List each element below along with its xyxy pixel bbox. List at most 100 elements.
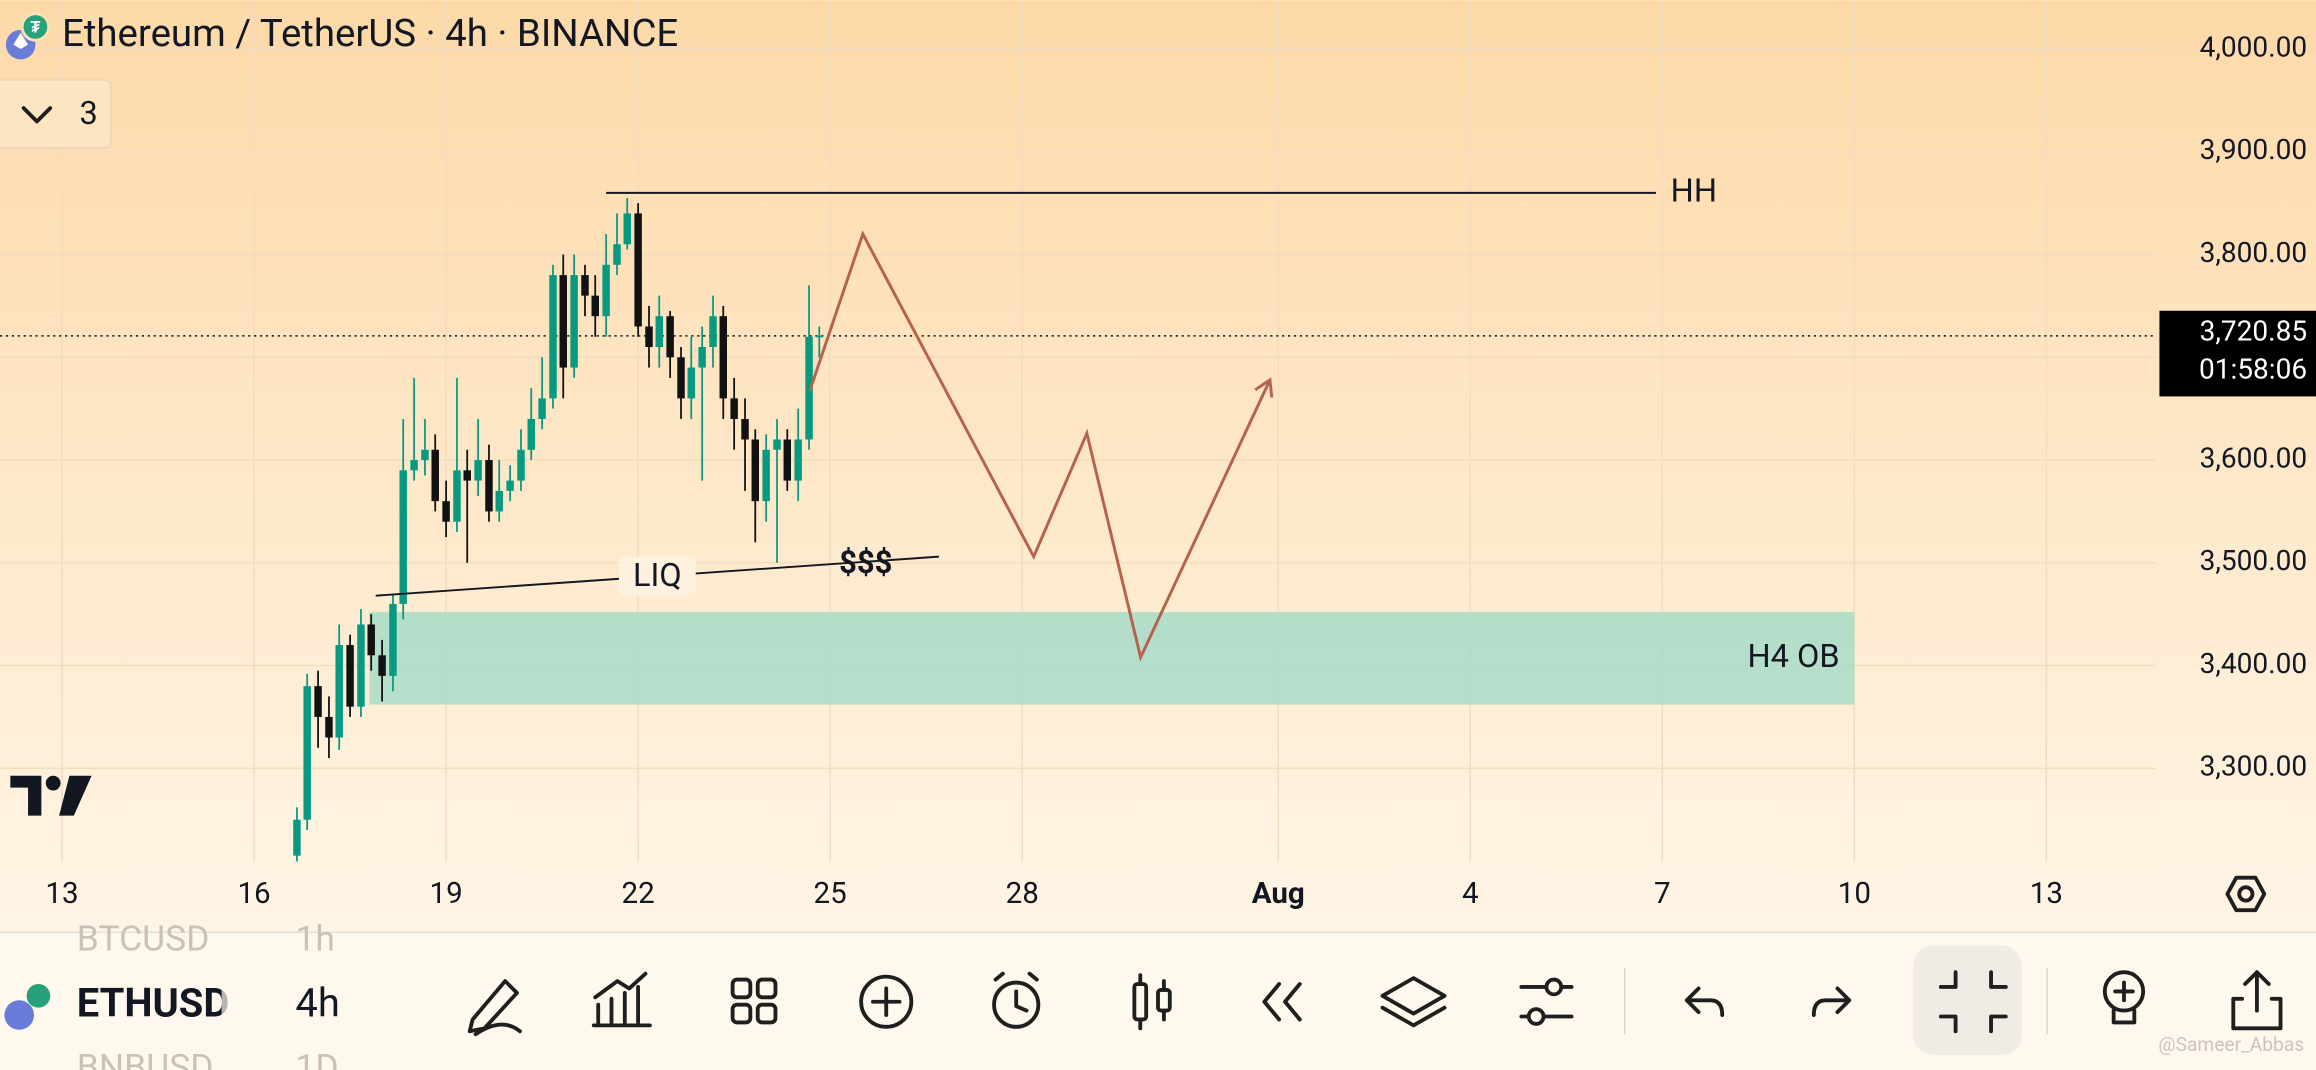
usdt-icon bbox=[20, 12, 51, 42]
candle-body bbox=[431, 449, 439, 502]
candle-body bbox=[805, 336, 813, 440]
y-tick-label: 3,500.00 bbox=[2200, 544, 2308, 577]
interval-current[interactable]: 4h bbox=[295, 980, 339, 1027]
settings-icon[interactable] bbox=[1519, 977, 1574, 1026]
candle-body bbox=[399, 470, 407, 604]
candle-body bbox=[559, 275, 567, 368]
y-tick-label: 3,300.00 bbox=[2200, 750, 2308, 783]
symbol-current[interactable]: ETHUSD bbox=[77, 980, 229, 1027]
candle-body bbox=[335, 645, 343, 738]
draw-icon[interactable] bbox=[467, 979, 522, 1037]
layouts-icon[interactable] bbox=[730, 977, 778, 1025]
candle-body bbox=[666, 316, 674, 358]
candle-body bbox=[506, 480, 514, 491]
candle-body bbox=[570, 275, 578, 368]
axis-settings-icon[interactable] bbox=[2225, 875, 2267, 913]
x-tick-label: Aug bbox=[1252, 877, 1305, 911]
candle-body bbox=[623, 213, 631, 245]
alert-icon[interactable] bbox=[992, 971, 1041, 1029]
candle-body bbox=[453, 470, 461, 522]
axes: 3,300.003,400.003,500.003,600.003,700.00… bbox=[45, 30, 2316, 911]
plot-area: H4 OB HH LIQ $$$ bbox=[0, 171, 2157, 862]
y-tick-label: 3,800.00 bbox=[2200, 236, 2308, 269]
interval-faded[interactable]: 1h bbox=[295, 918, 334, 960]
candle-body bbox=[762, 449, 770, 502]
liquidity-label-bg bbox=[618, 556, 696, 596]
candle-body bbox=[602, 264, 610, 317]
candle-body bbox=[421, 449, 429, 461]
chart-title: Ethereum / TetherUS · 4h · BINANCE bbox=[62, 11, 678, 56]
indicator-toggle[interactable] bbox=[0, 79, 112, 149]
liquidity-marker: $$$ bbox=[839, 544, 892, 581]
candle-body bbox=[591, 295, 599, 317]
tv-logo bbox=[10, 775, 92, 816]
header: ₮ Ethereum / TetherUS · 4h · BINANCE 3 bbox=[0, 11, 678, 149]
y-tick-label: 3,400.00 bbox=[2200, 647, 2308, 680]
candle-body bbox=[367, 624, 375, 656]
undo-icon[interactable] bbox=[1684, 986, 1725, 1017]
y-tick-label: 3,900.00 bbox=[2200, 133, 2308, 166]
candle-body bbox=[719, 316, 727, 399]
layers-icon[interactable] bbox=[1380, 976, 1447, 1028]
chart-type-icon[interactable] bbox=[1132, 973, 1172, 1031]
candle-body bbox=[442, 501, 450, 522]
last-price-box bbox=[2159, 310, 2316, 397]
candle-body bbox=[655, 316, 663, 348]
candle-body bbox=[495, 490, 503, 512]
x-tick-label: 22 bbox=[622, 877, 655, 911]
exit-fullscreen-icon bbox=[1938, 970, 2008, 1034]
eth-icon-small bbox=[4, 1000, 34, 1030]
ideas-icon[interactable] bbox=[2102, 970, 2146, 1025]
projection-path bbox=[808, 230, 1272, 662]
indicators-icon[interactable] bbox=[591, 971, 652, 1028]
symbol-faded[interactable]: BTCUSD bbox=[77, 918, 210, 960]
candle-body bbox=[687, 367, 695, 399]
candle-body bbox=[538, 398, 546, 419]
y-tick-label: 4,000.00 bbox=[2200, 30, 2308, 63]
candle-body bbox=[357, 624, 365, 707]
symbol-faded[interactable]: BNBUSD bbox=[77, 1046, 214, 1070]
watermark: @Sameer_Abbas bbox=[2158, 1033, 2304, 1056]
countdown-label: 01:58:06 bbox=[2199, 353, 2307, 386]
share-icon[interactable] bbox=[2231, 970, 2283, 1031]
fullscreen-bg[interactable] bbox=[1912, 945, 2023, 1055]
candle-body bbox=[709, 316, 717, 348]
bottom-toolbar: BTCUSD 1h ETHUSD 4h BNBUSD 1D @Sameer_Ab… bbox=[0, 918, 2316, 1070]
x-tick-label: 25 bbox=[814, 877, 847, 911]
candle-body bbox=[741, 418, 749, 440]
x-tick-label: 28 bbox=[1006, 877, 1039, 911]
indicator-count: 3 bbox=[79, 94, 97, 132]
x-tick-label: 4 bbox=[1462, 877, 1479, 911]
x-tick-label: 10 bbox=[1838, 877, 1871, 911]
candle-body bbox=[645, 326, 653, 348]
x-tick-label: 16 bbox=[237, 877, 270, 911]
candle-body bbox=[325, 716, 333, 738]
y-tick-label: 3,600.00 bbox=[2200, 441, 2308, 474]
candle-body bbox=[815, 335, 824, 338]
x-tick-label: 7 bbox=[1654, 877, 1671, 911]
x-tick-label: 13 bbox=[2030, 877, 2063, 911]
candle-body bbox=[474, 460, 482, 481]
candle-body bbox=[783, 439, 792, 481]
candle-body bbox=[517, 449, 525, 481]
candle-body bbox=[549, 275, 557, 399]
redo-icon[interactable] bbox=[1811, 986, 1852, 1017]
candle-body bbox=[751, 439, 760, 502]
grid bbox=[0, 0, 2157, 862]
candle-body bbox=[794, 439, 802, 481]
replay-icon[interactable] bbox=[1262, 982, 1302, 1022]
candle-body bbox=[698, 347, 706, 368]
usdt-icon-small bbox=[26, 984, 51, 1008]
candle-body bbox=[677, 357, 685, 399]
order-block bbox=[369, 612, 1855, 705]
projection-arrowhead bbox=[1254, 377, 1274, 398]
x-tick-label: 13 bbox=[45, 877, 78, 911]
interval-faded[interactable]: 1D bbox=[295, 1046, 338, 1070]
candle-body bbox=[378, 655, 386, 676]
candle-body bbox=[730, 398, 738, 419]
add-icon[interactable] bbox=[859, 974, 914, 1029]
x-tick-label: 19 bbox=[429, 877, 462, 911]
candle-body bbox=[346, 645, 354, 707]
